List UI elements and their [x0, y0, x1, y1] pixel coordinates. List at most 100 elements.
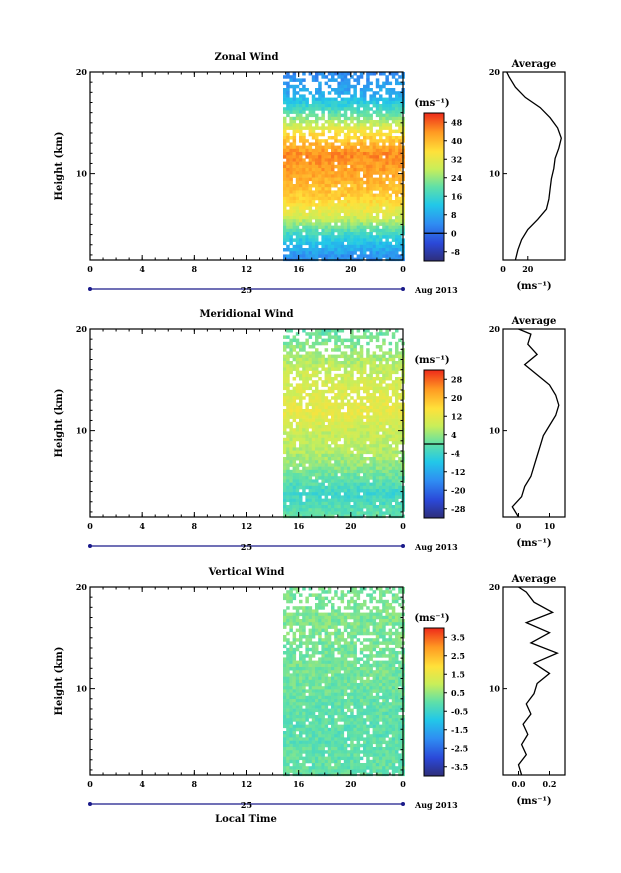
- heatmap-cell: [318, 81, 322, 86]
- heatmap-cell: [327, 248, 332, 252]
- heatmap-cell: [343, 171, 348, 175]
- heatmap-cell: [375, 155, 380, 159]
- heatmap-cell: [388, 508, 393, 512]
- heatmap-cell: [315, 750, 319, 754]
- heatmap-cell: [286, 689, 290, 693]
- heatmap-cell: [334, 673, 338, 677]
- heatmap-cell: [366, 469, 370, 474]
- heatmap-cell: [318, 116, 322, 121]
- heatmap-cell: [308, 238, 313, 242]
- heatmap-cell: [331, 216, 335, 220]
- heatmap-cell: [359, 209, 364, 214]
- heatmap-cell: [388, 104, 393, 108]
- heatmap-cell: [363, 335, 367, 339]
- heatmap-cell: [327, 126, 332, 130]
- heatmap-cell: [299, 126, 303, 130]
- panel-title: Meridional Wind: [199, 309, 293, 320]
- heatmap-cell: [318, 699, 322, 703]
- heatmap-cell: [356, 393, 361, 397]
- heatmap-cell: [372, 501, 377, 506]
- heatmap-cell: [388, 457, 393, 461]
- heatmap-cell: [305, 123, 309, 127]
- heatmap-cell: [283, 505, 287, 509]
- heatmap-cell: [340, 389, 345, 394]
- heatmap-cell: [308, 692, 313, 697]
- heatmap-cell: [295, 174, 300, 178]
- heatmap-cell: [379, 460, 383, 464]
- heatmap-cell: [372, 370, 377, 375]
- day-axis-start: [88, 287, 92, 291]
- heatmap-cell: [353, 428, 357, 432]
- heatmap-cell: [283, 257, 287, 262]
- heatmap-cell: [302, 361, 306, 365]
- heatmap-cell: [372, 386, 377, 391]
- heatmap-cell: [334, 415, 338, 419]
- heatmap-cell: [289, 152, 293, 156]
- heatmap-cell: [331, 209, 335, 214]
- heatmap-cell: [318, 721, 322, 725]
- heatmap-cell: [292, 772, 297, 777]
- heatmap-cell: [350, 364, 354, 368]
- heatmap-cell: [391, 187, 396, 191]
- heatmap-cell: [388, 212, 393, 217]
- heatmap-cell: [327, 228, 332, 233]
- heatmap-cell: [366, 377, 370, 381]
- heatmap-cell: [350, 357, 354, 362]
- heatmap-cell: [327, 338, 332, 343]
- heatmap-cell: [337, 431, 341, 435]
- heatmap-cell: [318, 657, 322, 661]
- heatmap-cell: [311, 155, 316, 159]
- heatmap-cell: [379, 425, 383, 429]
- heatmap-cell: [379, 148, 383, 153]
- heatmap-cell: [295, 184, 300, 188]
- heatmap-cells: [283, 72, 405, 262]
- heatmap-cell: [356, 370, 361, 375]
- heatmap-cell: [289, 667, 293, 671]
- heatmap-cell: [356, 389, 361, 394]
- heatmap-cell: [343, 190, 348, 194]
- heatmap-cell: [302, 679, 306, 684]
- heatmap-cell: [311, 180, 316, 185]
- heatmap-cell: [305, 508, 309, 512]
- heatmap-cell: [289, 743, 293, 748]
- heatmap-cell: [398, 386, 402, 391]
- heatmap-cell: [343, 469, 348, 474]
- heatmap-cell: [283, 718, 287, 722]
- heatmap-cell: [375, 345, 380, 349]
- heatmap-cell: [305, 769, 309, 773]
- heatmap-cell: [327, 367, 332, 371]
- heatmap-cell: [347, 219, 351, 223]
- heatmap-cell: [315, 193, 319, 198]
- heatmap-cell: [379, 254, 383, 258]
- heatmap-cell: [398, 501, 402, 506]
- heatmap-cell: [331, 772, 335, 777]
- heatmap-cell: [311, 619, 316, 623]
- heatmap-cell: [366, 219, 370, 223]
- heatmap-cell: [337, 361, 341, 365]
- heatmap-cell: [321, 619, 325, 623]
- heatmap-cell: [283, 373, 287, 378]
- heatmap-cell: [318, 673, 322, 677]
- heatmap-cell: [337, 171, 341, 175]
- heatmap-cell: [315, 476, 319, 480]
- heatmap-cell: [311, 142, 316, 146]
- heatmap-cell: [318, 711, 322, 716]
- heatmap-cell: [315, 107, 319, 111]
- heatmap-cell: [318, 168, 322, 172]
- heatmap-cell: [299, 495, 303, 499]
- heatmap-cell: [382, 145, 386, 150]
- heatmap-cell: [295, 753, 300, 757]
- heatmap-cell: [398, 254, 402, 258]
- heatmap-cell: [388, 421, 393, 426]
- heatmap-cell: [318, 466, 322, 471]
- heatmap-cell: [305, 654, 309, 658]
- heatmap-cell: [337, 609, 341, 613]
- heatmap-cell: [398, 168, 402, 172]
- heatmap-cell: [343, 364, 348, 368]
- heatmap-cell: [311, 393, 316, 397]
- heatmap-cell: [292, 450, 297, 455]
- heatmap-cell: [286, 766, 290, 770]
- heatmap-cell: [343, 193, 348, 198]
- heatmap-cell: [369, 457, 373, 461]
- heatmap-cell: [286, 759, 290, 764]
